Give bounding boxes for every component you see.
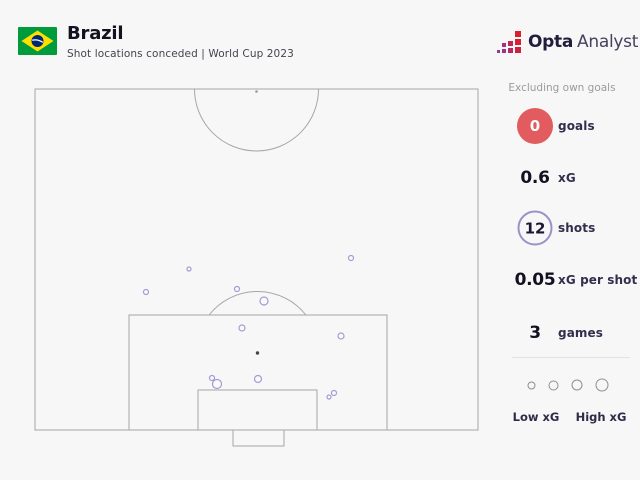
opta-analyst-logo: Opta Analyst (496, 28, 638, 55)
header: Brazil Shot locations conceded | World C… (18, 23, 294, 60)
xg-per-shot-label: xG per shot (558, 273, 638, 287)
shots-value: 12 (524, 219, 546, 237)
shots-group (142, 254, 355, 400)
xg-per-shot-value: 0.05 (514, 270, 556, 290)
page-subtitle: Shot locations conceded | World Cup 2023 (67, 47, 294, 60)
shot-dot (208, 374, 216, 382)
shot-dot (326, 394, 332, 400)
legend-low-label: Low xG (512, 410, 560, 424)
legend-size-scale (527, 378, 609, 392)
goal (232, 429, 285, 447)
penalty-spot (255, 351, 260, 355)
legend-high-label: High xG (575, 410, 627, 424)
stats-note: Excluding own goals (508, 82, 616, 94)
shot-dot (347, 254, 355, 262)
header-text: Brazil Shot locations conceded | World C… (67, 23, 294, 60)
goals-badge: 0 (517, 108, 553, 144)
shot-dot (259, 296, 269, 306)
goals-value: 0 (529, 117, 541, 135)
shots-label: shots (558, 221, 596, 235)
page-title: Brazil (67, 23, 124, 44)
xg-value: 0.6 (520, 168, 550, 188)
xg-label: xG (558, 171, 576, 185)
goals-label: goals (558, 119, 595, 133)
shots-badge: 12 (517, 210, 553, 246)
shot-dot (330, 389, 338, 397)
legend-size-circle (548, 380, 559, 390)
shot-dot (238, 324, 246, 332)
games-value: 3 (529, 323, 541, 343)
centre-spot (255, 90, 258, 93)
shot-dot (186, 266, 192, 272)
shot-dot (211, 378, 223, 390)
games-label: games (558, 326, 603, 340)
centre-circle (194, 88, 319, 152)
shot-dot (337, 332, 345, 340)
shot-dot (253, 374, 263, 384)
six-yard-box (197, 389, 318, 431)
opta-logo-icon (497, 31, 521, 53)
logo-opta: Opta (528, 31, 574, 52)
shot-dot (233, 285, 241, 293)
penalty-area (128, 314, 388, 431)
penalty-arc (208, 290, 307, 316)
shot-dot (142, 288, 150, 296)
legend-size-circle (527, 381, 536, 389)
legend-size-circle (595, 378, 609, 392)
brazil-flag-icon (18, 27, 57, 55)
legend-size-circle (571, 379, 583, 391)
legend-divider (512, 357, 630, 358)
logo-wordmark: Opta Analyst (528, 32, 638, 52)
logo-analyst: Analyst (577, 31, 639, 52)
